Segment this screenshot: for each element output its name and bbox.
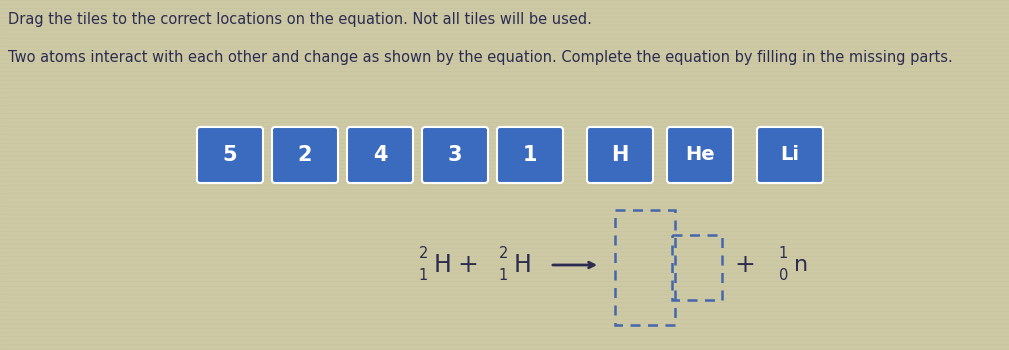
Text: 0: 0 — [779, 268, 788, 284]
Text: 2: 2 — [498, 246, 508, 261]
Text: H: H — [514, 253, 532, 277]
Text: 2: 2 — [419, 246, 428, 261]
FancyBboxPatch shape — [497, 127, 563, 183]
Bar — [672, 235, 722, 300]
FancyBboxPatch shape — [587, 127, 653, 183]
Text: 1: 1 — [498, 268, 508, 284]
FancyBboxPatch shape — [757, 127, 823, 183]
Text: 2: 2 — [298, 145, 312, 165]
FancyBboxPatch shape — [422, 127, 488, 183]
Bar — [615, 210, 675, 325]
FancyBboxPatch shape — [347, 127, 413, 183]
Text: Two atoms interact with each other and change as shown by the equation. Complete: Two atoms interact with each other and c… — [8, 50, 952, 65]
Text: Drag the tiles to the correct locations on the equation. Not all tiles will be u: Drag the tiles to the correct locations … — [8, 12, 592, 27]
Text: 5: 5 — [223, 145, 237, 165]
Text: H: H — [611, 145, 629, 165]
Text: H: H — [434, 253, 452, 277]
FancyBboxPatch shape — [667, 127, 733, 183]
Text: 4: 4 — [372, 145, 387, 165]
Text: +: + — [735, 253, 756, 277]
Text: n: n — [794, 255, 808, 275]
Text: 1: 1 — [523, 145, 537, 165]
Text: He: He — [685, 146, 714, 164]
FancyBboxPatch shape — [197, 127, 263, 183]
Text: 3: 3 — [448, 145, 462, 165]
Text: Li: Li — [781, 146, 799, 164]
FancyBboxPatch shape — [272, 127, 338, 183]
Text: +: + — [457, 253, 478, 277]
Text: 1: 1 — [419, 268, 428, 284]
Text: 1: 1 — [779, 246, 788, 261]
